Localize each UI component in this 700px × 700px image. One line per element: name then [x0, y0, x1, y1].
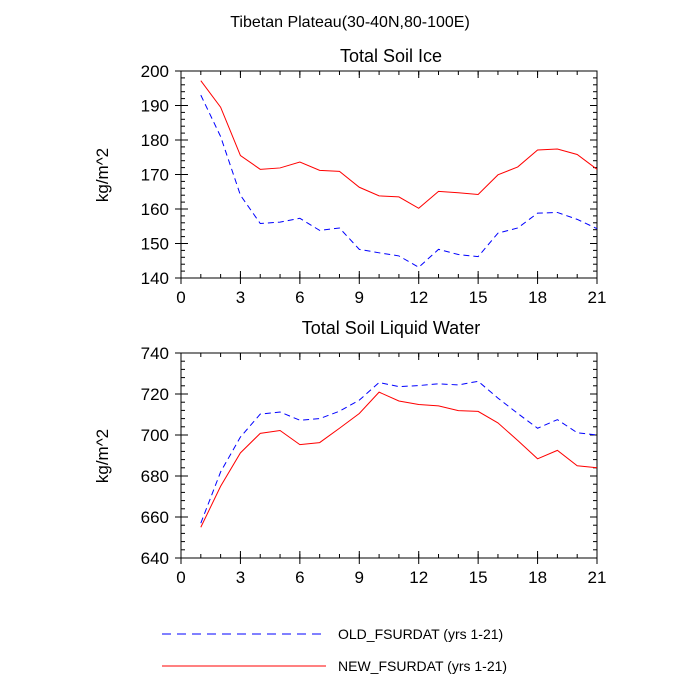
y-tick-label: 180	[141, 131, 169, 150]
series-line-old-fsurdat	[200, 380, 598, 524]
figure-title: Tibetan Plateau(30-40N,80-100E)	[230, 14, 470, 31]
y-tick-label: 660	[141, 508, 169, 527]
y-tick-label: 160	[141, 200, 169, 219]
x-tick-label: 21	[588, 288, 607, 307]
y-tick-label: 720	[141, 385, 169, 404]
y-tick-label: 640	[141, 549, 169, 568]
x-tick-label: 12	[409, 288, 428, 307]
y-tick-label: 190	[141, 97, 169, 116]
y-axis-label-soil-ice: kg/m^2	[93, 148, 112, 202]
panel-title-soil-liquid-water: Total Soil Liquid Water	[302, 318, 480, 338]
x-tick-label: 0	[176, 288, 185, 307]
y-tick-label: 140	[141, 269, 169, 288]
plot-frame-soil-liquid-water	[180, 352, 598, 559]
legend-label-new-fsurdat: NEW_FSURDAT (yrs 1-21)	[338, 658, 507, 674]
panel-total-soil-liquid-water: Total Soil Liquid Water kg/m^2 0 3 6 9 12 15 1…	[93, 318, 606, 587]
y-axis-label-soil-liquid-water: kg/m^2	[93, 429, 112, 483]
x-tick-label: 6	[295, 288, 304, 307]
plot-frame-soil-ice	[180, 70, 598, 279]
x-tick-label: 21	[588, 568, 607, 587]
series-line-new-fsurdat	[200, 80, 598, 209]
legend-label-old-fsurdat: OLD_FSURDAT (yrs 1-21)	[338, 626, 503, 642]
y-tick-label: 200	[141, 62, 169, 81]
y-tick-label: 170	[141, 166, 169, 185]
y-tick-label: 740	[141, 344, 169, 363]
x-tick-label: 0	[176, 568, 185, 587]
x-tick-label: 15	[469, 568, 488, 587]
y-tick-label: 700	[141, 426, 169, 445]
x-tick-label: 3	[236, 288, 245, 307]
x-tick-label: 3	[236, 568, 245, 587]
x-tick-label: 6	[295, 568, 304, 587]
x-tick-label: 15	[469, 288, 488, 307]
x-tick-label: 18	[528, 568, 547, 587]
legend: OLD_FSURDAT (yrs 1-21) NEW_FSURDAT (yrs …	[162, 626, 507, 674]
x-tick-label: 18	[528, 288, 547, 307]
x-tick-label: 12	[409, 568, 428, 587]
y-tick-label: 680	[141, 467, 169, 486]
series-line-new-fsurdat	[200, 391, 598, 528]
series-line-old-fsurdat	[200, 94, 598, 268]
x-tick-label: 9	[355, 568, 364, 587]
x-tick-label: 9	[355, 288, 364, 307]
panel-total-soil-ice: Total Soil Ice kg/m^2 0 3 6 9 12 15 18 21 140 150…	[93, 46, 606, 307]
y-tick-label: 150	[141, 235, 169, 254]
panel-title-soil-ice: Total Soil Ice	[340, 46, 442, 66]
